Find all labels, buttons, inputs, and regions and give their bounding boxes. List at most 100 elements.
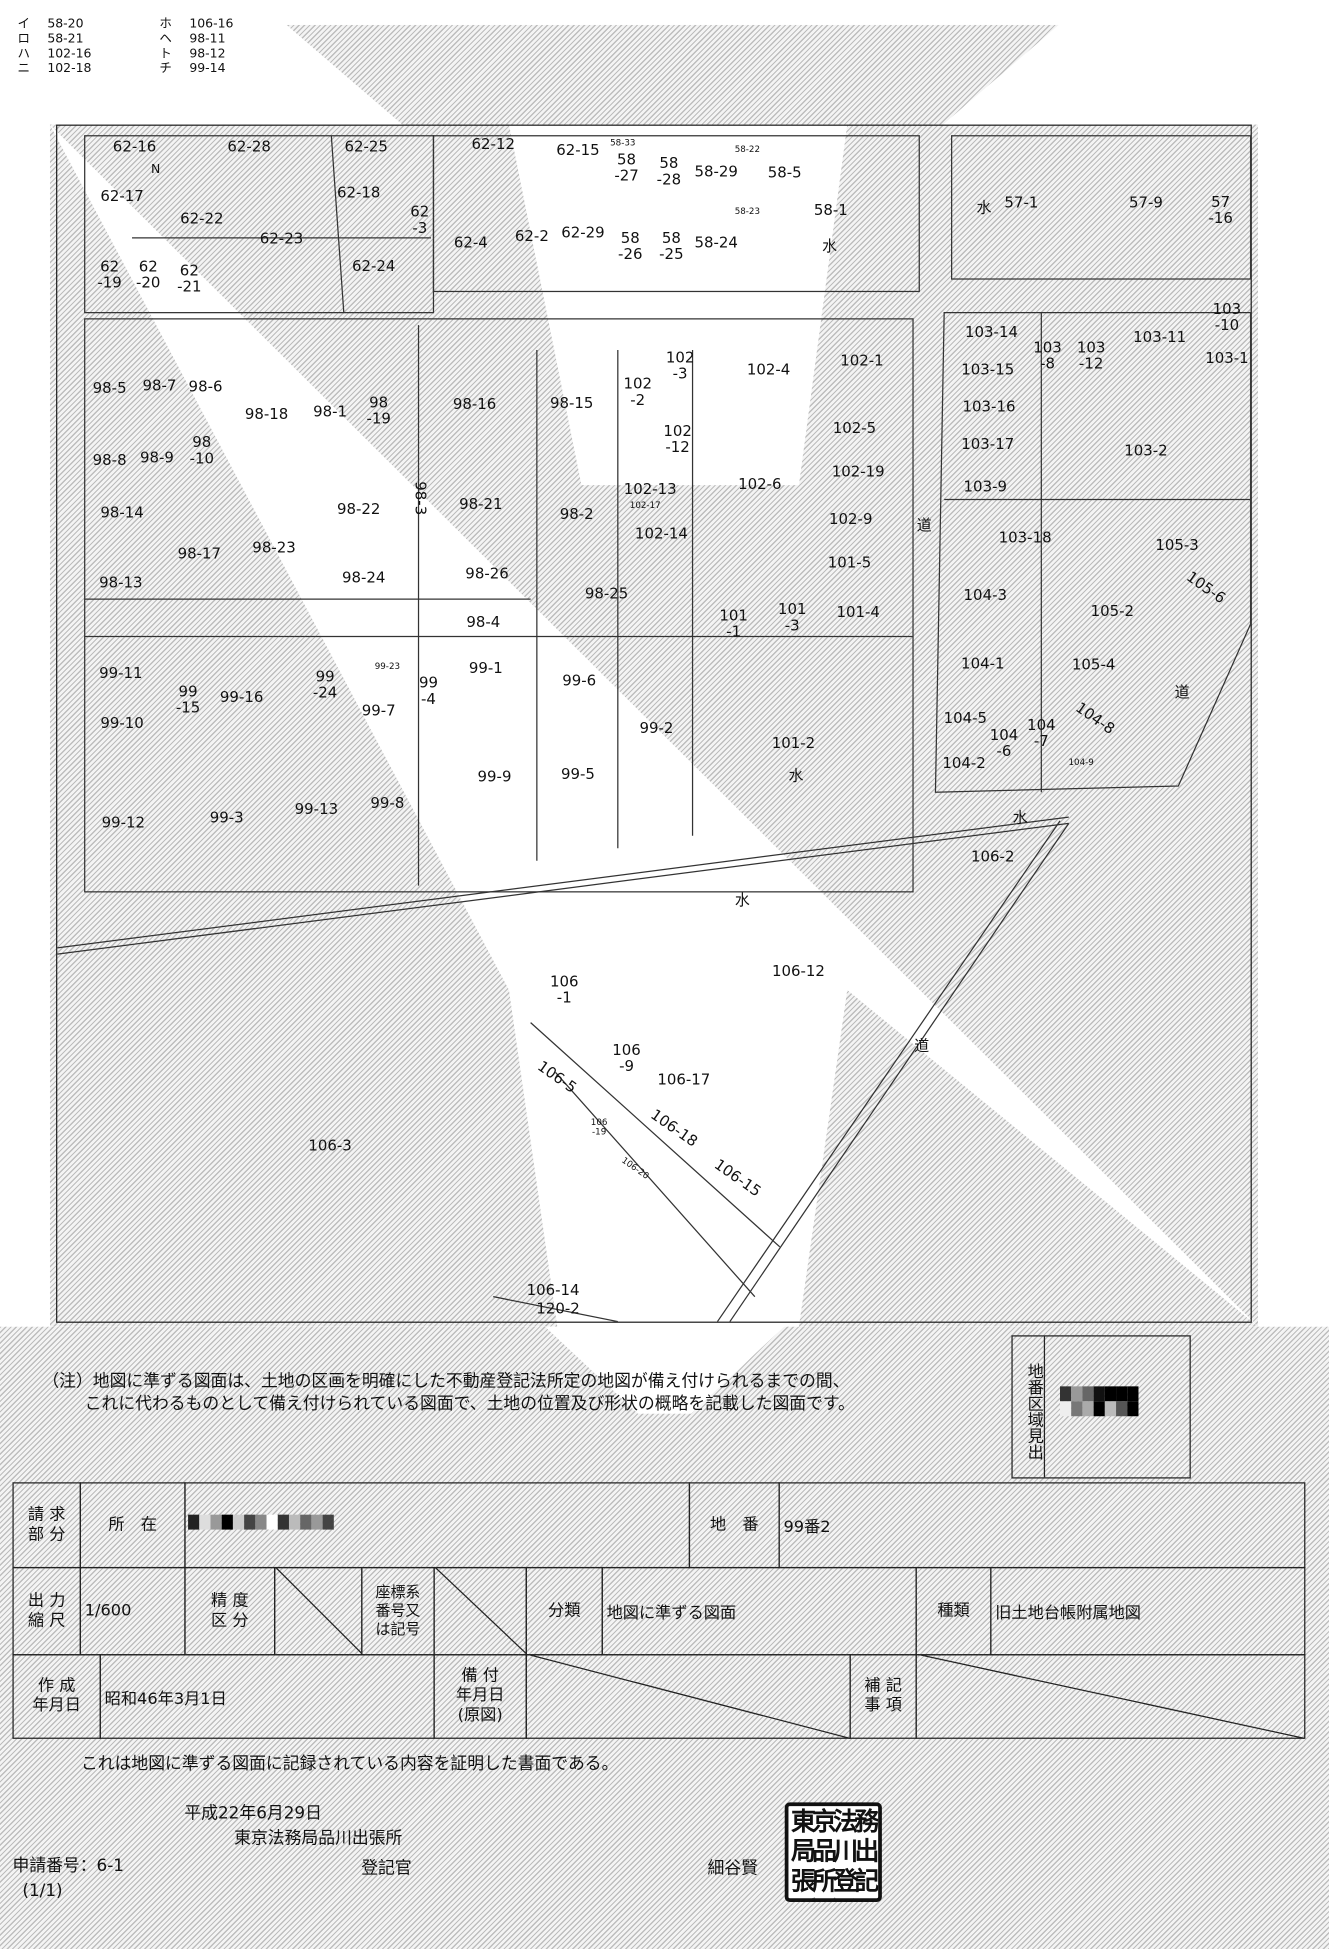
request-portion-label: 請 求 部 分 — [12, 1482, 81, 1569]
remarks-empty — [915, 1654, 1306, 1739]
road-label: 道 — [1174, 683, 1190, 701]
parcel-label: 98-2 — [559, 505, 594, 523]
lot-number-value: 99番2 — [778, 1482, 1306, 1569]
parcel-label: 58-24 — [694, 233, 738, 251]
parcel-label: 105-3 — [1155, 536, 1199, 554]
parcel-label: 58-23 — [734, 206, 761, 217]
accuracy-class-empty — [274, 1566, 363, 1656]
parcel-label: 99-11 — [99, 664, 143, 682]
note-line-2: これに代わるものとして備え付けられている図面で、土地の位置及び形状の概略を記載し… — [84, 1393, 855, 1414]
parcel-label: 99-2 — [639, 719, 674, 737]
parcel-label: 104 -7 — [1027, 716, 1056, 750]
background-pattern — [286, 24, 1059, 125]
parcel-label: 101-2 — [771, 734, 816, 752]
parcel-label: 103-9 — [963, 477, 1007, 496]
parcel-label: 106-14 — [526, 1281, 580, 1299]
parcel-label: 98-22 — [337, 500, 381, 518]
type-label: 種類 — [915, 1566, 992, 1656]
parcel-label: 98-21 — [459, 495, 503, 513]
classification-value: 地図に準ずる図面 — [601, 1566, 917, 1656]
parcel-label: 98-5 — [92, 379, 127, 397]
registrar-name: 細谷賢 — [707, 1858, 758, 1879]
parcel-label: 106-12 — [771, 962, 825, 980]
output-scale-label: 出 力 縮 尺 — [12, 1566, 81, 1656]
parcel-label: 103-11 — [1133, 328, 1187, 346]
parcel-label: 62-23 — [259, 229, 304, 248]
parcel-label: 99-6 — [562, 672, 597, 690]
legend-parcel: 98-11 — [189, 32, 226, 47]
classification-label: 分類 — [525, 1566, 603, 1656]
parcel-label: 62-16 — [112, 137, 157, 156]
parcel-label: 103-18 — [998, 528, 1052, 547]
parcel-label: 106 -9 — [612, 1041, 641, 1075]
road-label: 道 — [914, 1036, 930, 1055]
water-channel-label: 水 — [1012, 809, 1028, 827]
parcel-label: 102-6 — [738, 475, 782, 493]
accuracy-class-label: 精 度 区 分 — [184, 1566, 276, 1656]
legend-mark: ト — [159, 47, 172, 62]
parcel-label: 101 -3 — [777, 600, 807, 635]
parcel-label: 62 -3 — [410, 203, 430, 237]
legend-mark: ホ — [159, 17, 172, 32]
parcel-label: 98-18 — [244, 405, 289, 423]
parcel-label: 98-16 — [452, 395, 497, 413]
parcel-label: 101-4 — [836, 603, 880, 621]
parcel-label: 62-12 — [471, 135, 515, 153]
water-channel-label: 水 — [788, 766, 804, 785]
parcel-label: 102-4 — [746, 360, 791, 379]
parcel-label: 103-2 — [1124, 441, 1168, 460]
parcel-label: 99-7 — [361, 701, 396, 720]
index-box-label: 地番区域見出 — [1013, 1336, 1046, 1478]
parcel-label: 103-15 — [961, 360, 1015, 379]
legend-mark: ニ — [17, 62, 30, 76]
parcel-label: 62-2 — [514, 227, 549, 245]
registrar-title: 登記官 — [361, 1858, 412, 1879]
parcel-label: 58-22 — [734, 144, 761, 155]
map-note: （注）地図に準ずる図面は、土地の区画を明確にした不動産登記法所定の地図が備え付け… — [42, 1370, 855, 1415]
parcel-label: 103 -12 — [1076, 338, 1106, 373]
parcel-label: 103-16 — [962, 397, 1016, 416]
parcel-label: 103-17 — [961, 435, 1015, 453]
parcel-label: 104-9 — [1068, 757, 1094, 768]
parcel-label: 62-4 — [453, 233, 488, 251]
road-label: 道 — [916, 516, 932, 534]
parcel-label: 62-22 — [180, 209, 224, 228]
created-date-value: 昭和46年3月1日 — [99, 1654, 435, 1739]
parcel-label: 62-18 — [337, 183, 381, 202]
parcel-label: 98-24 — [341, 568, 386, 587]
parcel-label: 99-3 — [209, 809, 244, 827]
parcel-label: 102-5 — [832, 419, 877, 437]
empty-diagonal — [526, 1654, 850, 1739]
parcel-label: 102-9 — [829, 510, 873, 528]
north-arrow-icon: N — [151, 163, 161, 177]
parcel-label: 58 -25 — [659, 229, 684, 263]
parcel-label: 99-5 — [560, 765, 595, 783]
location-label: 所 在 — [79, 1482, 186, 1569]
parcel-label: 58 -26 — [618, 229, 643, 263]
parcel-label: 98-8 — [92, 451, 127, 469]
redacted-area-name — [1060, 1386, 1139, 1402]
official-seal: 東京法務局品川出張所登記官之印 — [784, 1802, 882, 1903]
legend-mark: ハ — [17, 47, 30, 62]
parcel-label: 57-1 — [1004, 193, 1039, 212]
parcel-label: 98-23 — [252, 538, 296, 557]
parcel-label: 103-14 — [965, 323, 1018, 341]
parcel-label: 62-15 — [556, 141, 600, 159]
legend-mark: イ — [17, 17, 30, 32]
parcel-label: 62-29 — [561, 223, 605, 242]
parcel-label: 58 -28 — [656, 154, 682, 189]
parcel-label: 58 -27 — [614, 150, 639, 185]
parcel-boundaries — [57, 135, 1251, 1322]
certification-statement: これは地図に準ずる図面に記録されている内容を証明した書面である。 — [80, 1753, 619, 1774]
parcel-label: 99-1 — [468, 659, 503, 677]
parcel-label: 104-3 — [963, 586, 1007, 604]
redacted-location — [188, 1514, 334, 1530]
parcel-label: 58-33 — [610, 138, 636, 149]
parcel-label: 99-23 — [374, 661, 401, 672]
parcel-label: 62-25 — [344, 137, 388, 156]
issuing-office: 東京法務局品川出張所 — [234, 1828, 403, 1849]
parcel-label: 102 -2 — [623, 374, 653, 409]
parcel-label: 101 -1 — [719, 606, 748, 641]
parcel-label: 62-28 — [227, 137, 271, 156]
legend-parcel: 102-18 — [47, 62, 92, 76]
